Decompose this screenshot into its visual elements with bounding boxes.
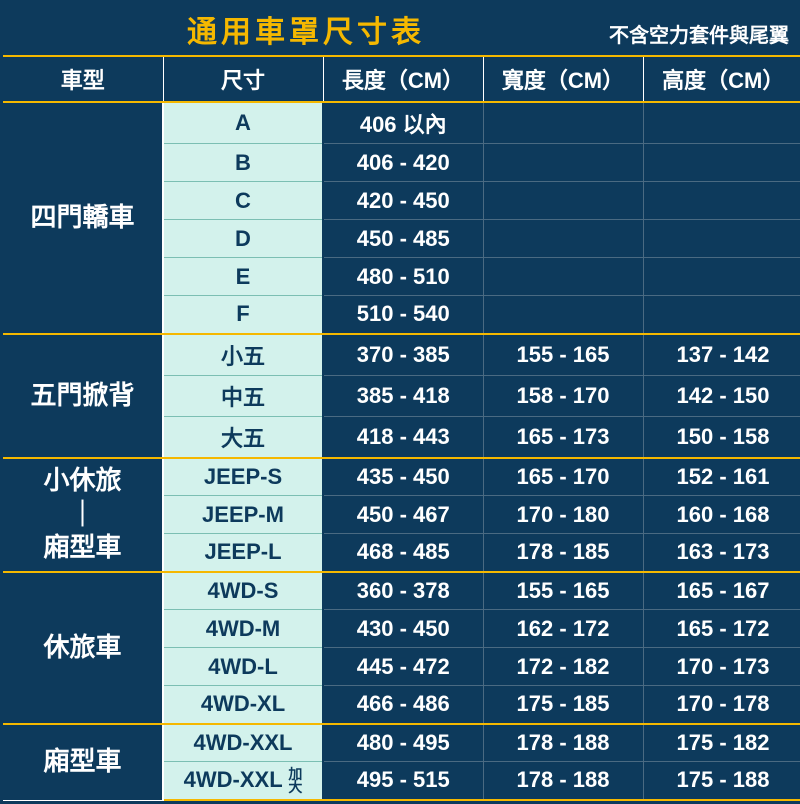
table-row: 休旅車4WD-S360 - 378155 - 165165 - 167: [3, 572, 800, 610]
value-cell: [483, 182, 643, 220]
value-cell: 430 - 450: [323, 610, 483, 648]
category-cell: 四門轎車: [3, 102, 163, 334]
value-cell: 495 - 515: [323, 762, 483, 800]
value-cell: 178 - 185: [483, 534, 643, 572]
value-cell: 170 - 180: [483, 496, 643, 534]
value-cell: 155 - 165: [483, 572, 643, 610]
col-type: 車型: [3, 56, 163, 102]
value-cell: 370 - 385: [323, 334, 483, 376]
value-cell: [483, 144, 643, 182]
value-cell: 158 - 170: [483, 375, 643, 416]
size-cell: JEEP-L: [163, 534, 323, 572]
col-width: 寬度（CM）: [483, 56, 643, 102]
value-cell: 178 - 188: [483, 724, 643, 762]
value-cell: 406 以內: [323, 102, 483, 144]
value-cell: 162 - 172: [483, 610, 643, 648]
value-cell: 165 - 172: [643, 610, 800, 648]
value-cell: [643, 296, 800, 334]
col-height: 高度（CM）: [643, 56, 800, 102]
value-cell: 150 - 158: [643, 416, 800, 458]
value-cell: 160 - 168: [643, 496, 800, 534]
header-row: 車型 尺寸 長度（CM） 寬度（CM） 高度（CM）: [3, 56, 800, 102]
value-cell: [483, 296, 643, 334]
table-row: 五門掀背小五370 - 385155 - 165137 - 142: [3, 334, 800, 376]
value-cell: 406 - 420: [323, 144, 483, 182]
value-cell: 418 - 443: [323, 416, 483, 458]
value-cell: 170 - 178: [643, 686, 800, 724]
value-cell: 152 - 161: [643, 458, 800, 496]
size-cell: F: [163, 296, 323, 334]
category-cell: 小休旅｜廂型車: [3, 458, 163, 572]
value-cell: 510 - 540: [323, 296, 483, 334]
value-cell: 178 - 188: [483, 762, 643, 800]
category-cell: 休旅車: [3, 572, 163, 724]
category-cell: 廂型車: [3, 724, 163, 800]
size-cell: A: [163, 102, 323, 144]
value-cell: 175 - 185: [483, 686, 643, 724]
value-cell: 480 - 510: [323, 258, 483, 296]
size-cell: 4WD-S: [163, 572, 323, 610]
size-table: 車型 尺寸 長度（CM） 寬度（CM） 高度（CM） 四門轎車A406 以內B4…: [3, 55, 800, 801]
value-cell: 175 - 188: [643, 762, 800, 800]
size-cell: C: [163, 182, 323, 220]
size-cell: 4WD-XL: [163, 686, 323, 724]
value-cell: 450 - 485: [323, 220, 483, 258]
size-cell: 4WD-XXL: [163, 724, 323, 762]
value-cell: 172 - 182: [483, 648, 643, 686]
value-cell: 175 - 182: [643, 724, 800, 762]
value-cell: 170 - 173: [643, 648, 800, 686]
col-length: 長度（CM）: [323, 56, 483, 102]
size-cell: E: [163, 258, 323, 296]
col-size: 尺寸: [163, 56, 323, 102]
value-cell: 165 - 167: [643, 572, 800, 610]
value-cell: 360 - 378: [323, 572, 483, 610]
value-cell: 165 - 173: [483, 416, 643, 458]
size-cell: JEEP-S: [163, 458, 323, 496]
size-cell: B: [163, 144, 323, 182]
size-cell: 小五: [163, 334, 323, 376]
value-cell: [643, 182, 800, 220]
size-cell: 4WD-L: [163, 648, 323, 686]
value-cell: 420 - 450: [323, 182, 483, 220]
value-cell: 142 - 150: [643, 375, 800, 416]
value-cell: 468 - 485: [323, 534, 483, 572]
value-cell: 163 - 173: [643, 534, 800, 572]
value-cell: [483, 220, 643, 258]
size-cell: 4WD-M: [163, 610, 323, 648]
value-cell: 450 - 467: [323, 496, 483, 534]
size-cell: 大五: [163, 416, 323, 458]
value-cell: [643, 258, 800, 296]
value-cell: 445 - 472: [323, 648, 483, 686]
size-cell: 4WD-XXL 加大: [163, 762, 323, 800]
value-cell: [643, 144, 800, 182]
value-cell: 165 - 170: [483, 458, 643, 496]
size-cell: 中五: [163, 375, 323, 416]
value-cell: 435 - 450: [323, 458, 483, 496]
size-chart: 通用車罩尺寸表 不含空力套件與尾翼 車型 尺寸 長度（CM） 寬度（CM） 高度…: [0, 0, 800, 804]
value-cell: [643, 220, 800, 258]
value-cell: 480 - 495: [323, 724, 483, 762]
value-cell: 155 - 165: [483, 334, 643, 376]
size-cell: D: [163, 220, 323, 258]
value-cell: [483, 258, 643, 296]
value-cell: [643, 102, 800, 144]
value-cell: 137 - 142: [643, 334, 800, 376]
value-cell: 466 - 486: [323, 686, 483, 724]
table-row: 廂型車4WD-XXL480 - 495178 - 188175 - 182: [3, 724, 800, 762]
title-row: 通用車罩尺寸表 不含空力套件與尾翼: [3, 3, 797, 55]
chart-title: 通用車罩尺寸表: [3, 7, 609, 51]
chart-note: 不含空力套件與尾翼: [609, 19, 789, 48]
category-cell: 五門掀背: [3, 334, 163, 458]
table-row: 小休旅｜廂型車JEEP-S435 - 450165 - 170152 - 161: [3, 458, 800, 496]
value-cell: [483, 102, 643, 144]
size-cell: JEEP-M: [163, 496, 323, 534]
value-cell: 385 - 418: [323, 375, 483, 416]
table-row: 四門轎車A406 以內: [3, 102, 800, 144]
